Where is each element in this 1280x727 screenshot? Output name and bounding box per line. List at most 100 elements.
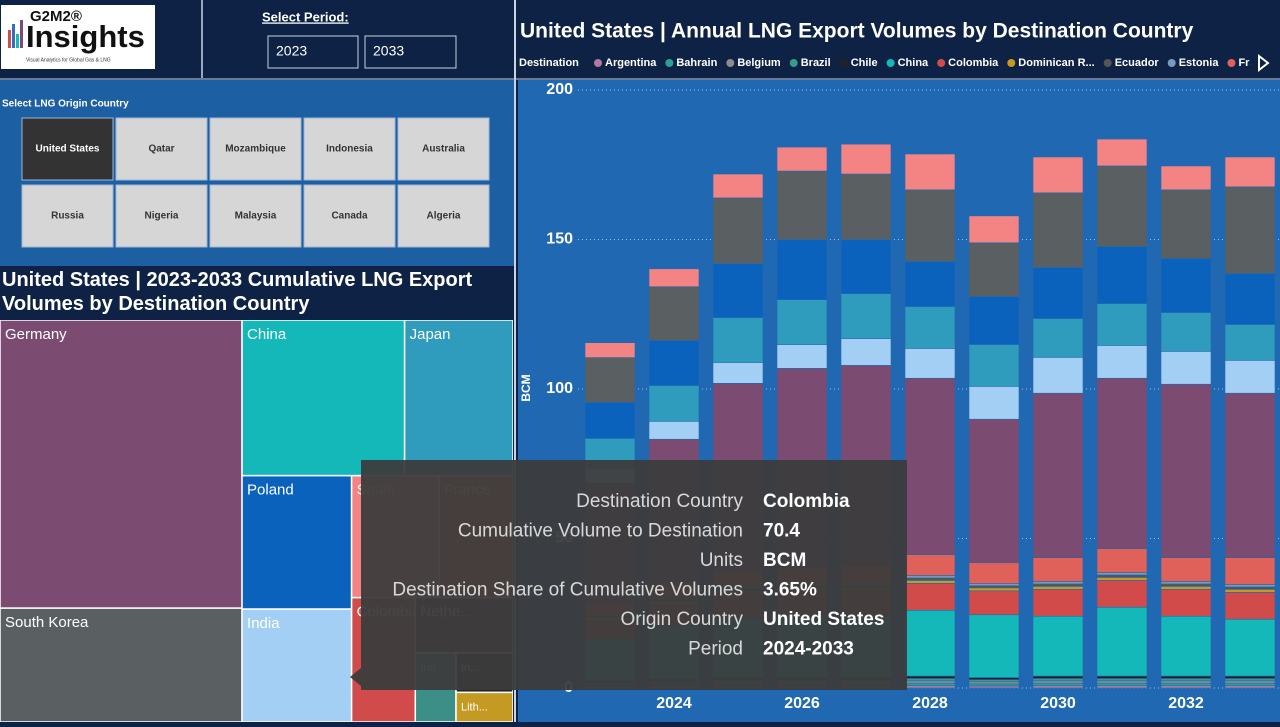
origin-button-label[interactable]: Nigeria — [145, 211, 179, 222]
bar-segment[interactable] — [1032, 682, 1084, 686]
bar-segment[interactable] — [1032, 685, 1084, 689]
legend-next[interactable] — [1258, 53, 1270, 73]
bar-segment[interactable] — [1160, 685, 1212, 689]
bar-segment[interactable] — [904, 577, 956, 581]
bar-segment[interactable] — [712, 197, 764, 265]
bar-segment[interactable] — [968, 683, 1020, 687]
bar-segment[interactable] — [904, 261, 956, 307]
bar-segment[interactable] — [1160, 615, 1212, 677]
bar-segment[interactable] — [1224, 392, 1276, 558]
treemap-tile[interactable] — [241, 474, 353, 610]
bar-segment[interactable] — [1224, 359, 1276, 394]
bar-segment[interactable] — [968, 418, 1020, 564]
origin-button[interactable] — [209, 184, 302, 248]
bar-segment[interactable] — [1160, 680, 1212, 684]
bar-segment[interactable] — [1160, 583, 1212, 587]
bar-segment[interactable] — [1096, 377, 1148, 549]
bar-segment[interactable] — [968, 296, 1020, 345]
bar-segment[interactable] — [712, 317, 764, 363]
bar-segment[interactable] — [776, 299, 828, 345]
bar-segment[interactable] — [1160, 351, 1212, 385]
bar-segment[interactable] — [840, 143, 892, 175]
bar-segment[interactable] — [1032, 156, 1084, 194]
bar-segment[interactable] — [776, 344, 828, 369]
bar-segment[interactable] — [1096, 246, 1148, 304]
origin-button-label[interactable]: Malaysia — [235, 211, 277, 222]
bar-segment[interactable] — [1224, 156, 1276, 188]
origin-button[interactable] — [21, 117, 114, 181]
bar-segment[interactable] — [1160, 258, 1212, 313]
bar-segment[interactable] — [904, 583, 956, 611]
bar-segment[interactable] — [648, 385, 700, 422]
bar-segment[interactable] — [1032, 586, 1084, 590]
bar-segment[interactable] — [904, 675, 956, 679]
bar-segment[interactable] — [1160, 586, 1212, 590]
bar-segment[interactable] — [968, 344, 1020, 387]
bar-segment[interactable] — [840, 239, 892, 294]
bar-segment[interactable] — [1160, 312, 1212, 352]
origin-button[interactable] — [115, 184, 208, 248]
origin-button-label[interactable]: United States — [36, 144, 100, 155]
bar-segment[interactable] — [1096, 574, 1148, 578]
bar-segment[interactable] — [1160, 678, 1212, 682]
bar-segment[interactable] — [776, 146, 828, 172]
bar-segment[interactable] — [1224, 589, 1276, 593]
bar-segment[interactable] — [840, 173, 892, 241]
bar-segment[interactable] — [904, 680, 956, 684]
bar-segment[interactable] — [1224, 273, 1276, 325]
bar-segment[interactable] — [1096, 303, 1148, 346]
origin-button[interactable] — [397, 117, 490, 181]
bar-segment[interactable] — [1160, 189, 1212, 259]
bar-segment[interactable] — [1096, 165, 1148, 247]
bar-segment[interactable] — [840, 338, 892, 366]
bar-segment[interactable] — [1160, 581, 1212, 585]
bar-segment[interactable] — [968, 587, 1020, 592]
origin-button[interactable] — [21, 184, 114, 248]
treemap-tile[interactable] — [455, 691, 513, 722]
bar-segment[interactable] — [648, 420, 700, 440]
bar-segment[interactable] — [1032, 678, 1084, 682]
origin-button[interactable] — [115, 117, 208, 181]
bar-segment[interactable] — [1160, 557, 1212, 582]
bar-segment[interactable] — [968, 590, 1020, 616]
bar-segment[interactable] — [1032, 675, 1084, 679]
bar-segment[interactable] — [648, 286, 700, 341]
bar-segment[interactable] — [1032, 589, 1084, 617]
bar-segment[interactable] — [1096, 577, 1148, 581]
bar-segment[interactable] — [968, 386, 1020, 420]
bar-segment[interactable] — [1096, 682, 1148, 686]
bar-segment[interactable] — [904, 609, 956, 677]
bar-segment[interactable] — [1224, 586, 1276, 590]
bar-segment[interactable] — [1160, 165, 1212, 191]
bar-segment[interactable] — [904, 580, 956, 584]
bar-segment[interactable] — [904, 685, 956, 689]
treemap-tile[interactable] — [0, 607, 243, 722]
origin-button-label[interactable]: Algeria — [427, 211, 461, 222]
bar-segment[interactable] — [1096, 345, 1148, 379]
origin-button-label[interactable]: Russia — [51, 211, 84, 222]
bar-segment[interactable] — [1032, 615, 1084, 677]
bar-segment[interactable] — [1096, 685, 1148, 689]
bar-segment[interactable] — [904, 554, 956, 576]
bar-segment[interactable] — [1224, 680, 1276, 684]
bar-segment[interactable] — [968, 583, 1020, 587]
bar-segment[interactable] — [712, 173, 764, 199]
bar-segment[interactable] — [904, 682, 956, 686]
bar-segment[interactable] — [904, 189, 956, 262]
bar-segment[interactable] — [968, 215, 1020, 244]
bar-segment[interactable] — [968, 685, 1020, 689]
bar-segment[interactable] — [1224, 678, 1276, 682]
bar-segment[interactable] — [1032, 267, 1084, 319]
bar-segment[interactable] — [1160, 675, 1212, 679]
bar-segment[interactable] — [968, 677, 1020, 680]
origin-button-label[interactable]: Canada — [331, 211, 368, 222]
period-end[interactable]: 2033 — [373, 43, 404, 59]
bar-segment[interactable] — [1224, 324, 1276, 361]
bar-segment[interactable] — [904, 678, 956, 682]
bar-segment[interactable] — [1096, 606, 1148, 677]
bar-segment[interactable] — [1032, 581, 1084, 585]
bar-segment[interactable] — [1224, 592, 1276, 620]
bar-segment[interactable] — [1096, 138, 1148, 167]
bar-segment[interactable] — [1160, 589, 1212, 617]
bar-segment[interactable] — [1224, 584, 1276, 588]
